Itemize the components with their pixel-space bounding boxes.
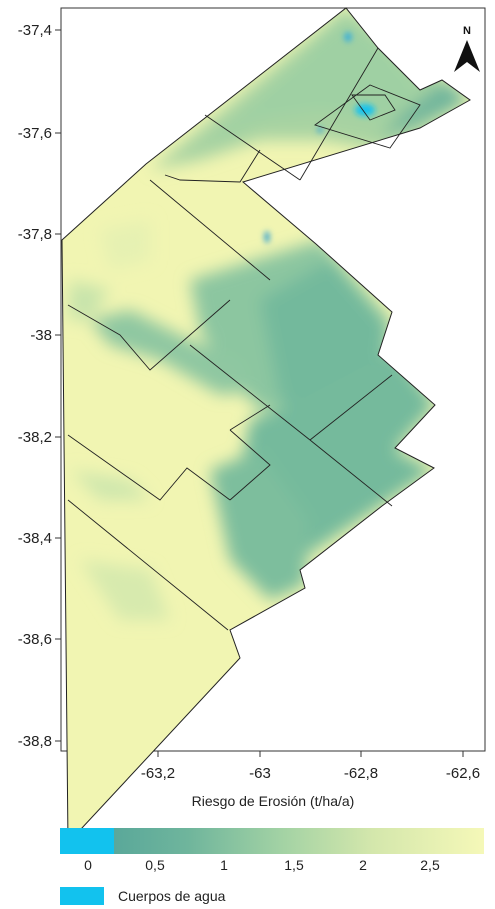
district-boundaries xyxy=(67,47,421,631)
color-scale-legend xyxy=(60,828,484,854)
region-boundary xyxy=(61,7,471,845)
lat-label-4: -38 xyxy=(30,327,52,344)
axis-title: Riesgo de Erosión (t/ha/a) xyxy=(192,793,355,809)
legend-gradient-bar xyxy=(114,828,484,854)
lat-label-2: -37,6 xyxy=(18,125,52,142)
lat-label-1: -37,4 xyxy=(18,22,52,39)
lon-label-1: -63,2 xyxy=(141,765,175,782)
legend-tick-1: 0,5 xyxy=(145,857,165,873)
lat-label-3: -37,8 xyxy=(18,226,52,243)
lon-label-2: -63 xyxy=(249,765,271,782)
north-arrow-icon: N xyxy=(454,25,480,72)
north-label: N xyxy=(463,25,471,37)
lon-tick-marks xyxy=(157,751,464,757)
legend-tick-0: 0 xyxy=(84,857,92,873)
legend-tick-5: 2,5 xyxy=(420,857,440,873)
legend-water-swatch xyxy=(60,828,114,854)
lat-label-5: -38,2 xyxy=(18,429,52,446)
lat-tick-marks xyxy=(55,29,61,742)
water-legend-label: Cuerpos de agua xyxy=(118,888,226,904)
legend-tick-4: 2 xyxy=(359,857,367,873)
lon-label-3: -62,8 xyxy=(344,765,378,782)
lat-label-6: -38,4 xyxy=(18,530,52,547)
legend-tick-2: 1 xyxy=(220,857,228,873)
water-legend-swatch xyxy=(60,887,104,905)
lat-label-7: -38,6 xyxy=(18,631,52,648)
legend-tick-3: 1,5 xyxy=(284,857,304,873)
lat-label-8: -38,8 xyxy=(18,733,52,750)
lon-label-4: -62,6 xyxy=(446,765,480,782)
